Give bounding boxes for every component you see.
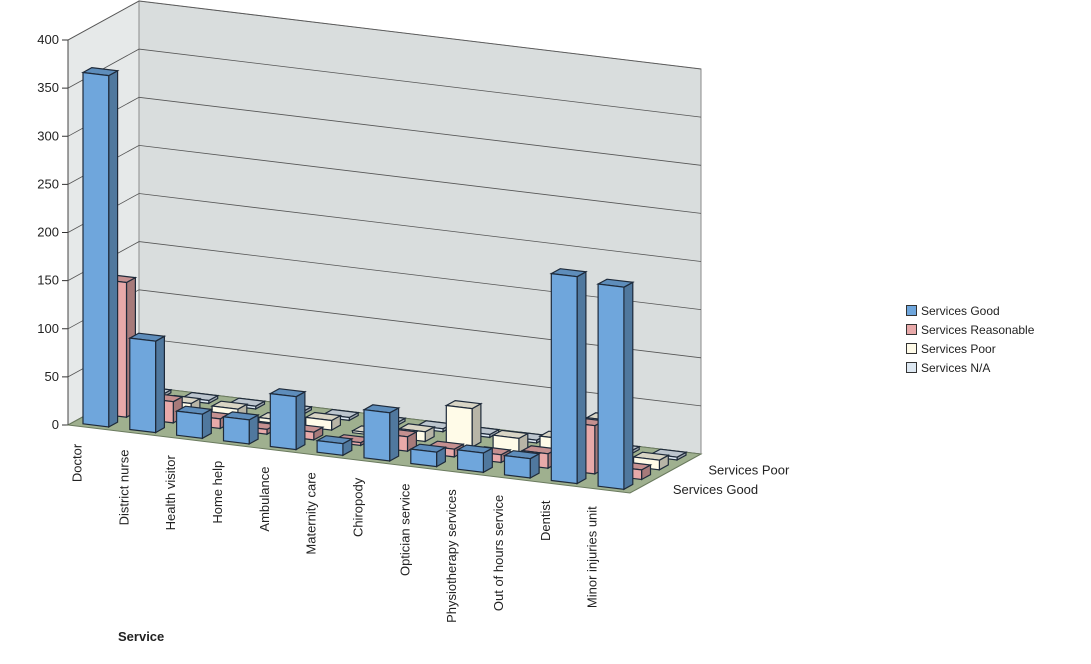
legend-swatch <box>906 324 917 335</box>
legend-item: Services Good <box>906 302 1034 321</box>
bar-front <box>316 439 344 456</box>
bar-front <box>363 409 391 462</box>
y-tick-label: 50 <box>45 369 59 384</box>
y-tick-label: 300 <box>37 128 59 143</box>
y-tick-label: 200 <box>37 225 59 240</box>
x-tick-label: Ambulance <box>257 467 272 532</box>
x-axis-title: Service <box>118 629 164 644</box>
bar <box>596 278 635 491</box>
legend-label: Services Good <box>921 304 1000 318</box>
x-tick-label: District nurse <box>116 450 131 526</box>
x-tick-label: Physiotherapy services <box>444 489 459 623</box>
bar <box>174 405 214 440</box>
x-tick-label: Health visitor <box>163 455 178 531</box>
x-tick-label: Doctor <box>69 443 84 482</box>
bar-front <box>597 283 625 490</box>
bar-front <box>129 337 157 434</box>
bar-front <box>176 410 203 439</box>
y-tick-label: 150 <box>37 273 59 288</box>
y-tick-label: 350 <box>37 80 59 95</box>
bar <box>502 450 542 480</box>
legend-swatch <box>906 362 917 373</box>
bar-side <box>576 270 587 485</box>
x-tick-label: Dentist <box>538 500 553 541</box>
bar-front <box>445 404 473 448</box>
bar <box>268 388 307 451</box>
bar-side <box>389 406 400 463</box>
x-tick-label: Optician service <box>397 484 412 576</box>
legend-label: Services Reasonable <box>921 323 1035 337</box>
gridline <box>67 0 702 70</box>
bar <box>315 435 354 457</box>
bar-side <box>155 335 165 434</box>
chart-bars <box>81 66 688 491</box>
bar-side <box>108 69 119 429</box>
y-tick-label: 0 <box>52 417 59 432</box>
y-tick-label: 100 <box>37 321 59 336</box>
x-tick-label: Minor injuries unit <box>585 506 600 608</box>
legend-swatch <box>906 305 917 316</box>
y-tick-label: 400 <box>37 32 59 47</box>
bar <box>549 268 588 485</box>
legend-swatch <box>906 343 917 354</box>
legend-item: Services N/A <box>906 359 1034 378</box>
bar <box>362 404 401 463</box>
legend-item: Services Reasonable <box>906 321 1034 340</box>
x-tick-labels: Doctor District nurse Health visitor Home h… <box>69 443 790 623</box>
x-tick-label: Chiropody <box>350 477 365 537</box>
bar-side <box>295 390 306 451</box>
bar-side <box>471 402 482 449</box>
legend: Services Good Services Reasonable Services… <box>906 302 1034 378</box>
y-tick-label: 250 <box>37 176 59 191</box>
depth-label: Services Good <box>673 482 758 497</box>
legend-label: Services Poor <box>921 342 996 356</box>
legend-item: Services Poor <box>906 340 1034 359</box>
bar-front <box>222 416 250 445</box>
bar <box>408 443 448 468</box>
x-tick-label: Maternity care <box>304 472 319 554</box>
bar <box>444 399 483 449</box>
bar-front <box>410 448 438 468</box>
bar-front <box>269 392 297 451</box>
bar-front <box>82 71 110 428</box>
bar <box>455 444 495 474</box>
bar-front <box>550 272 578 485</box>
depth-label: Services Poor <box>708 463 790 478</box>
bar <box>127 332 167 434</box>
bar <box>221 411 261 446</box>
x-tick-label: Home help <box>210 461 225 524</box>
legend-label: Services N/A <box>921 361 991 375</box>
x-tick-label: Out of hours service <box>491 495 506 611</box>
bar-front <box>457 449 484 473</box>
bar <box>81 66 120 429</box>
bar-side <box>623 281 634 491</box>
bar-front <box>503 454 531 479</box>
